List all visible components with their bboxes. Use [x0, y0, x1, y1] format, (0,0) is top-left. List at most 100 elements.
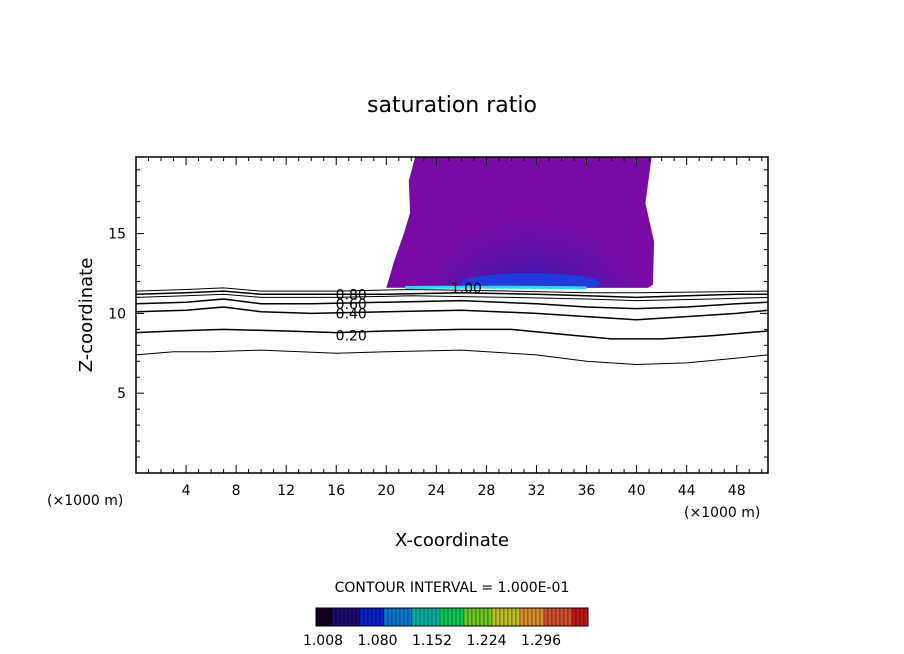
colorbar-cell — [487, 607, 493, 627]
x-tick-label: 8 — [232, 483, 241, 499]
colorbar-cell — [563, 607, 569, 627]
x-tick-label: 20 — [377, 483, 395, 499]
x-tick-label: 16 — [327, 483, 345, 499]
y-tick-label: 15 — [108, 227, 126, 243]
colorbar-cell — [471, 607, 477, 627]
colorbar-cell — [575, 607, 581, 627]
colorbar-tick-label: 1.080 — [357, 633, 397, 649]
colorbar-cell — [463, 607, 469, 627]
colorbar-cell — [355, 607, 361, 627]
contour-interval-label: CONTOUR INTERVAL = 1.000E-01 — [335, 580, 570, 596]
y-axis-label: Z-coordinate — [76, 258, 97, 373]
colorbar-cell — [551, 607, 557, 627]
contour-label: 1.00 — [451, 281, 482, 297]
chart-title: saturation ratio — [367, 93, 537, 118]
colorbar-cell — [475, 607, 481, 627]
colorbar-cell — [323, 607, 329, 627]
colorbar-cell — [519, 607, 525, 627]
x-tick-label: 32 — [528, 483, 546, 499]
contour-line — [136, 293, 768, 302]
colorbar-tick-label: 1.296 — [521, 633, 561, 649]
contour-line-0.40 — [136, 306, 768, 321]
colorbar-cell — [387, 607, 393, 627]
colorbar-cell — [407, 607, 413, 627]
colorbar-cell — [419, 607, 425, 627]
colorbar-cell — [335, 607, 341, 627]
y-tick-label: 10 — [108, 306, 126, 322]
colorbar-cell — [507, 607, 513, 627]
colorbar-cell — [531, 607, 537, 627]
x-tick-label: 40 — [628, 483, 646, 499]
colorbar-cell — [415, 607, 421, 627]
contour-label: 0.80 — [336, 287, 367, 303]
colorbar-cell — [579, 607, 585, 627]
x-tick-label: 12 — [277, 483, 295, 499]
colorbar-cell — [503, 607, 509, 627]
colorbar-cell — [347, 607, 353, 627]
y-tick-label: 5 — [117, 386, 126, 402]
colorbar-cell — [583, 607, 589, 627]
contour-line-0.20 — [136, 328, 768, 340]
contour-line-0.60 — [136, 298, 768, 310]
colorbar-cell — [431, 607, 437, 627]
colorbar-cell — [315, 607, 321, 627]
colorbar-cell — [403, 607, 409, 627]
colorbar-cell — [451, 607, 457, 627]
x-tick-label: 24 — [427, 483, 445, 499]
colorbar-cell — [411, 607, 417, 627]
x-unit-label-left: (×1000 m) — [47, 493, 123, 509]
contour-label: 0.40 — [336, 306, 367, 322]
contour-line-1.00 — [405, 285, 587, 290]
colorbar-cell — [439, 607, 445, 627]
colorbar-cell — [379, 607, 385, 627]
colorbar-cell — [571, 607, 577, 627]
colorbar-cell — [555, 607, 561, 627]
colorbar-cell — [367, 607, 373, 627]
colorbar-cell — [343, 607, 349, 627]
colorbar-cell — [359, 607, 365, 627]
x-tick-label: 44 — [678, 483, 696, 499]
x-unit-label-right: (×1000 m) — [684, 505, 760, 521]
colorbar-cell — [331, 607, 337, 627]
colorbar-cell — [363, 607, 369, 627]
x-tick-label: 28 — [478, 483, 496, 499]
colorbar-cell — [483, 607, 489, 627]
colorbar-cell — [371, 607, 377, 627]
contour-label: 0.60 — [336, 297, 367, 313]
colorbar-cell — [383, 607, 389, 627]
colorbar-cell — [567, 607, 573, 627]
colorbar-cell — [375, 607, 381, 627]
plot-frame — [135, 156, 769, 474]
colorbar-cell — [339, 607, 345, 627]
colorbar: 1.008 1.080 1.152 1.224 1.296 — [303, 607, 589, 649]
colorbar-cell — [423, 607, 429, 627]
colorbar-cell — [523, 607, 529, 627]
colorbar-cell — [391, 607, 397, 627]
x-tick-label: 36 — [578, 483, 596, 499]
colorbar-tick-label: 1.008 — [303, 633, 343, 649]
colorbar-cell — [515, 607, 521, 627]
colorbar-cell — [319, 607, 325, 627]
colorbar-cell — [511, 607, 517, 627]
colorbar-cell — [447, 607, 453, 627]
below-plume-mask — [136, 287, 768, 473]
x-axis-label: X-coordinate — [395, 530, 509, 551]
colorbar-cell — [327, 607, 333, 627]
contour-labels: 0.20 0.400.600.80 1.00 — [336, 281, 482, 345]
contour-line — [136, 349, 768, 366]
colorbar-cell — [543, 607, 549, 627]
contour-line — [136, 287, 768, 294]
colorbar-cell — [467, 607, 473, 627]
colorbar-frame — [315, 607, 589, 627]
contour-label: 0.20 — [336, 329, 367, 345]
colorbar-cell — [399, 607, 405, 627]
colorbar-cell — [435, 607, 441, 627]
colorbar-cell — [499, 607, 505, 627]
colorbar-cell — [527, 607, 533, 627]
x-tick-label: 48 — [728, 483, 746, 499]
contour-line-0.80 — [136, 290, 768, 299]
colorbar-cell — [495, 607, 501, 627]
colorbar-tick-label: 1.152 — [412, 633, 452, 649]
